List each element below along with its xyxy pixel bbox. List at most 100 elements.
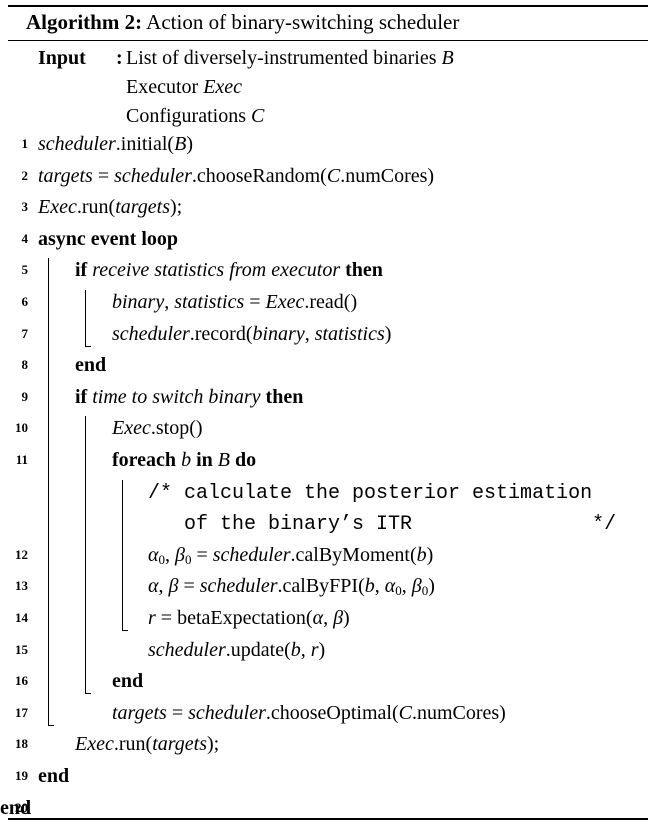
identifier: time to switch binary [92, 385, 261, 408]
input-item-text: Executor [126, 76, 204, 98]
subscript: 0 [421, 583, 429, 599]
text: ) [343, 607, 350, 629]
line-code: Exec.run(targets); [75, 729, 219, 759]
text: .stop() [150, 417, 203, 440]
text: .numCores) [411, 701, 506, 724]
line-number: 19 [15, 768, 28, 783]
input-item-var: C [251, 105, 265, 127]
line-code: end [38, 761, 69, 791]
text: .initial( [115, 133, 175, 155]
algorithm-line: 13 α, β = scheduler.calByFPI(b, α0, β0) [0, 571, 656, 601]
algorithm-line: 15 scheduler.update(b, r) [0, 635, 656, 665]
text: , [300, 638, 311, 661]
line-code: if receive statistics from executor then [75, 255, 383, 285]
line-code: foreach b in B do [112, 445, 256, 475]
line-code: targets = scheduler.chooseOptimal(C.numC… [112, 698, 506, 728]
line-number: 2 [21, 167, 29, 183]
algorithm-line: 5 if receive statistics from executor the… [0, 255, 656, 285]
identifier: r [310, 638, 319, 661]
text: , [164, 291, 175, 313]
identifier: r [148, 607, 156, 629]
identifier: statistics [314, 322, 385, 345]
line-code: /* calculate the posterior estimation [148, 477, 592, 509]
algorithm-line: 11 foreach b in B do [0, 445, 656, 475]
identifier: b [181, 449, 192, 471]
identifier: binary [112, 291, 165, 313]
line-number: 9 [21, 388, 29, 404]
line-number: 4 [21, 230, 29, 246]
identifier: α [384, 575, 396, 598]
identifier: scheduler [114, 164, 192, 187]
input-item: Executor Exec [126, 72, 242, 102]
algorithm-line: 20 end [0, 793, 656, 823]
if-switch-guide [85, 416, 86, 694]
text: , [158, 575, 169, 598]
algorithm-line: 17 targets = scheduler.chooseOptimal(C.nu… [0, 698, 656, 728]
algorithm-line: 1 scheduler.initial(B) [0, 129, 656, 159]
caption-label: Algorithm 2: [26, 10, 143, 34]
text: , [401, 575, 412, 598]
line-code: α0, β0 = scheduler.calByMoment(b) [148, 540, 433, 570]
line-code: end [112, 666, 143, 696]
input-keyword: Input [38, 47, 86, 69]
line-number: 18 [15, 736, 28, 752]
identifier: scheduler [188, 701, 266, 724]
input-item-text: List of diversely-instrumented binaries [126, 47, 442, 69]
text: .record( [189, 322, 253, 345]
input-item: Configurations C [126, 101, 264, 131]
line-code: of the binary’s ITR */ [148, 508, 616, 540]
keyword: then [340, 259, 383, 282]
line-number: 5 [21, 262, 29, 278]
keyword: then [260, 385, 304, 408]
line-code: scheduler.initial(B) [38, 129, 193, 159]
input-colon: : [116, 47, 123, 69]
line-code: binary, statistics = Exec.read() [112, 287, 357, 317]
identifier: α [148, 575, 159, 598]
comment: /* calculate the posterior estimation [148, 481, 593, 505]
text: ) [318, 638, 326, 661]
identifier: receive statistics from executor [92, 259, 341, 282]
identifier: b [364, 575, 375, 598]
text: ) [186, 133, 193, 155]
line-code: Exec.run(targets); [38, 192, 182, 222]
identifier: scheduler [148, 638, 226, 661]
keyword: end [0, 796, 32, 819]
identifier: β [333, 607, 344, 629]
text: .run( [76, 196, 116, 219]
line-number: 3 [21, 199, 29, 215]
text: .chooseRandom( [191, 164, 327, 187]
caption-title: Action of binary-switching scheduler [146, 10, 460, 34]
keyword: foreach [112, 449, 182, 471]
algorithm-line: 8 end [0, 350, 656, 380]
text: .chooseOptimal( [265, 701, 399, 724]
input-item-var: Exec [203, 76, 243, 98]
text: = [92, 164, 115, 187]
identifier: C [398, 701, 412, 724]
line-code: α, β = scheduler.calByFPI(b, α0, β0) [148, 571, 435, 601]
text: = betaExpectation( [155, 607, 313, 629]
keyword: end [38, 765, 70, 787]
line-number: 16 [15, 673, 28, 689]
line-number: 11 [15, 452, 28, 467]
subscript: 0 [184, 551, 192, 567]
line-code: end [0, 793, 31, 823]
line-number: 17 [15, 704, 28, 720]
text: .calByMoment( [290, 543, 417, 566]
identifier: α [312, 607, 324, 629]
identifier: Exec [112, 417, 151, 440]
input-item-text: Configurations [126, 105, 251, 127]
line-number: 10 [15, 420, 28, 436]
subscript: 0 [158, 551, 166, 567]
keyword: end [75, 354, 107, 377]
text: ) [426, 543, 434, 566]
text: , [165, 543, 175, 566]
line-number: 7 [21, 325, 29, 341]
algorithm-line: 3 Exec.run(targets); [0, 192, 656, 222]
caption-rule [8, 40, 648, 41]
text: ) [384, 322, 392, 345]
line-number: 14 [15, 610, 28, 625]
foreach-guide [122, 479, 123, 630]
line-number: 13 [15, 578, 28, 594]
line-number: 6 [21, 294, 29, 309]
text: , [323, 607, 334, 629]
